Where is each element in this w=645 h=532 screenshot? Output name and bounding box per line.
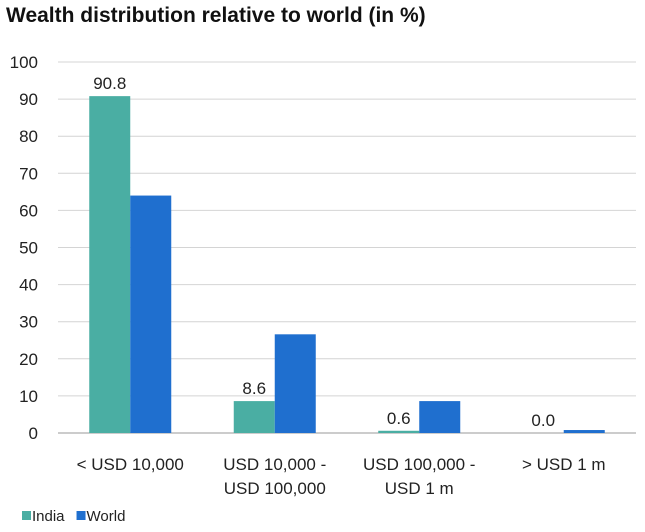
x-tick-label: USD 100,000 - — [363, 455, 475, 474]
bar-world — [130, 195, 172, 433]
y-tick-label: 40 — [19, 276, 38, 295]
bar-india — [378, 430, 420, 433]
bars — [89, 96, 605, 433]
data-label: 0.6 — [387, 409, 411, 428]
y-tick-label: 30 — [19, 313, 38, 332]
bar-india — [89, 96, 131, 433]
data-label: 8.6 — [242, 379, 266, 398]
y-tick-label: 60 — [19, 201, 38, 220]
x-tick-label: < USD 10,000 — [77, 455, 184, 474]
y-tick-label: 90 — [19, 90, 38, 109]
x-tick-label: USD 10,000 - — [223, 455, 326, 474]
chart-title: Wealth distribution relative to world (i… — [6, 4, 426, 27]
y-tick-label: 80 — [19, 127, 38, 146]
data-label: 90.8 — [93, 74, 126, 93]
y-tick-label: 0 — [29, 424, 38, 443]
y-tick-label: 20 — [19, 350, 38, 369]
legend-label-world: World — [87, 508, 126, 525]
y-tick-label: 100 — [10, 53, 38, 72]
x-axis: < USD 10,000 USD 10,000 - USD 100,000 USD 1… — [77, 455, 606, 498]
y-tick-label: 10 — [19, 387, 38, 406]
data-label: 0.0 — [531, 411, 555, 430]
data-labels: 90.8 8.6 0.6 0.0 — [93, 74, 555, 430]
x-tick-label: > USD 1 m — [522, 455, 606, 474]
y-tick-label: 50 — [19, 239, 38, 258]
x-tick-label: USD 1 m — [385, 479, 454, 498]
legend-label-india: India — [32, 508, 65, 525]
bar-india — [233, 401, 275, 433]
x-tick-label: USD 100,000 — [224, 479, 326, 498]
bar-world — [419, 401, 461, 433]
gridlines — [58, 61, 636, 434]
legend: India World — [22, 508, 125, 525]
legend-swatch-india — [22, 511, 31, 520]
bar-world — [563, 430, 605, 433]
bar-world — [274, 334, 316, 433]
legend-swatch-world — [76, 511, 86, 520]
y-axis: 0 10 20 30 40 50 60 70 80 90 100 — [10, 53, 38, 443]
y-tick-label: 70 — [19, 164, 38, 183]
